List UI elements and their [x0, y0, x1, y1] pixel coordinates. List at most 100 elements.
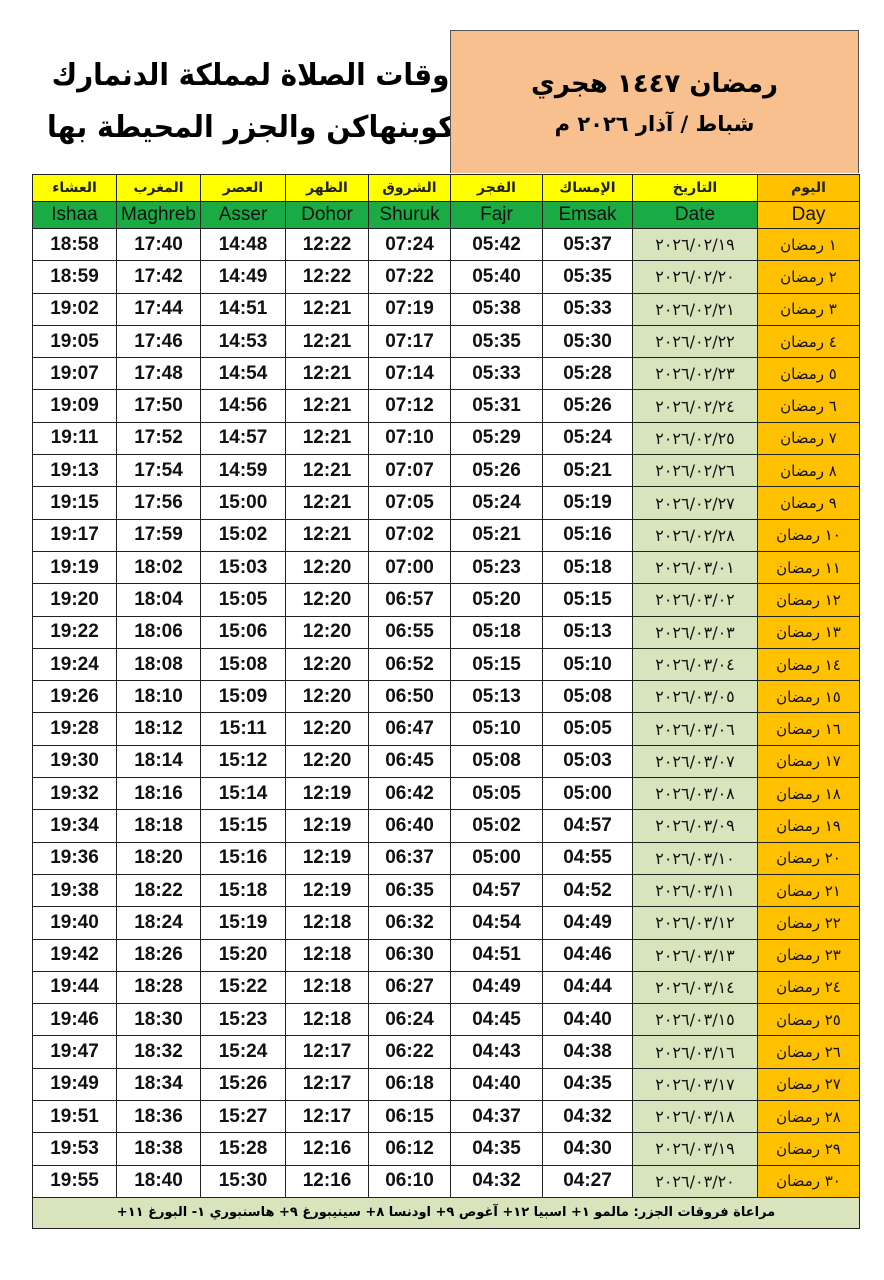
cell-shuruk: 06:52 [368, 647, 451, 682]
cell-emsak: 04:44 [542, 970, 633, 1005]
cell-day: ١٠ رمضان [757, 518, 860, 552]
cell-dohor: 12:19 [285, 841, 369, 875]
cell-day: ١٤ رمضان [757, 647, 860, 682]
cell-ishaa: 19:38 [32, 873, 117, 908]
column-header-maghreb-arabic: المغرب [116, 174, 201, 202]
cell-ishaa: 19:44 [32, 970, 117, 1005]
cell-fajr: 04:57 [450, 873, 543, 908]
cell-emsak: 05:10 [542, 647, 633, 682]
cell-asser: 14:49 [200, 260, 286, 294]
cell-fajr: 05:23 [450, 550, 543, 585]
cell-fajr: 05:35 [450, 324, 543, 359]
cell-date: ٢٠٢٦/٠٢/٢٨ [632, 518, 758, 552]
cell-day: ٥ رمضان [757, 357, 860, 391]
cell-asser: 15:03 [200, 550, 286, 585]
table-row: 19:20 18:04 15:05 12:20 06:57 05:20 05:15 ٢٠٢٦/… [32, 583, 860, 617]
cell-fajr: 05:20 [450, 583, 543, 617]
cell-emsak: 04:40 [542, 1003, 633, 1037]
column-header-dohor-arabic: الظهر [285, 174, 369, 202]
cell-ishaa: 19:22 [32, 615, 117, 649]
cell-day: ١٥ رمضان [757, 680, 860, 714]
cell-emsak: 04:46 [542, 938, 633, 972]
cell-dohor: 12:20 [285, 583, 369, 617]
cell-asser: 15:24 [200, 1035, 286, 1069]
cell-day: ٨ رمضان [757, 454, 860, 488]
table-row: 19:13 17:54 14:59 12:21 07:07 05:26 05:21 ٢٠٢٦/… [32, 454, 860, 488]
cell-maghreb: 18:20 [116, 841, 201, 875]
cell-date: ٢٠٢٦/٠٣/١٦ [632, 1035, 758, 1069]
cell-maghreb: 17:48 [116, 357, 201, 391]
cell-shuruk: 06:35 [368, 873, 451, 908]
table-row: 19:38 18:22 15:18 12:19 06:35 04:57 04:52 ٢٠٢٦/… [32, 873, 860, 908]
cell-shuruk: 06:27 [368, 970, 451, 1005]
cell-dohor: 12:17 [285, 1067, 369, 1102]
cell-ishaa: 19:28 [32, 712, 117, 746]
column-header-day-arabic: اليوم [757, 174, 860, 202]
cell-day: ١٢ رمضان [757, 583, 860, 617]
hijri-month-title: رمضان ١٤٤٧ هجري [531, 69, 779, 99]
cell-shuruk: 06:45 [368, 744, 451, 779]
cell-date: ٢٠٢٦/٠٣/٠١ [632, 550, 758, 585]
cell-ishaa: 19:49 [32, 1067, 117, 1102]
cell-ishaa: 19:15 [32, 486, 117, 520]
cell-maghreb: 17:50 [116, 389, 201, 423]
cell-shuruk: 06:40 [368, 809, 451, 843]
table-row: 19:44 18:28 15:22 12:18 06:27 04:49 04:44 ٢٠٢٦/… [32, 970, 860, 1005]
cell-date: ٢٠٢٦/٠٢/٢٢ [632, 324, 758, 359]
cell-asser: 15:19 [200, 906, 286, 940]
cell-asser: 15:12 [200, 744, 286, 779]
cell-date: ٢٠٢٦/٠٢/٢٣ [632, 357, 758, 391]
cell-ishaa: 19:51 [32, 1100, 117, 1134]
cell-fajr: 05:18 [450, 615, 543, 649]
cell-emsak: 04:49 [542, 906, 633, 940]
cell-date: ٢٠٢٦/٠٢/٢٧ [632, 486, 758, 520]
cell-shuruk: 07:24 [368, 227, 451, 262]
cell-emsak: 05:15 [542, 583, 633, 617]
cell-dohor: 12:22 [285, 227, 369, 262]
cell-day: ٧ رمضان [757, 421, 860, 456]
cell-emsak: 05:30 [542, 324, 633, 359]
cell-shuruk: 07:12 [368, 389, 451, 423]
cell-emsak: 05:05 [542, 712, 633, 746]
cell-emsak: 05:03 [542, 744, 633, 779]
cell-maghreb: 17:46 [116, 324, 201, 359]
cell-maghreb: 18:08 [116, 647, 201, 682]
cell-dohor: 12:17 [285, 1035, 369, 1069]
cell-emsak: 04:27 [542, 1164, 633, 1198]
cell-emsak: 04:35 [542, 1067, 633, 1102]
cell-maghreb: 18:26 [116, 938, 201, 972]
cell-emsak: 04:38 [542, 1035, 633, 1069]
cell-maghreb: 18:04 [116, 583, 201, 617]
cell-asser: 15:20 [200, 938, 286, 972]
cell-day: ٢٧ رمضان [757, 1067, 860, 1102]
cell-date: ٢٠٢٦/٠٢/٢٥ [632, 421, 758, 456]
cell-fajr: 04:37 [450, 1100, 543, 1134]
cell-date: ٢٠٢٦/٠٢/٢٤ [632, 389, 758, 423]
cell-asser: 14:57 [200, 421, 286, 456]
cell-day: ١٩ رمضان [757, 809, 860, 843]
cell-date: ٢٠٢٦/٠٣/٠٩ [632, 809, 758, 843]
table-row: 19:05 17:46 14:53 12:21 07:17 05:35 05:30 ٢٠٢٦/… [32, 324, 860, 359]
cell-date: ٢٠٢٦/٠٣/١٥ [632, 1003, 758, 1037]
cell-ishaa: 19:42 [32, 938, 117, 972]
cell-emsak: 05:16 [542, 518, 633, 552]
cell-maghreb: 18:14 [116, 744, 201, 779]
cell-date: ٢٠٢٦/٠٣/٢٠ [632, 1164, 758, 1198]
cell-ishaa: 19:13 [32, 454, 117, 488]
cell-day: ٦ رمضان [757, 389, 860, 423]
cell-dohor: 12:19 [285, 777, 369, 811]
table-row: 19:42 18:26 15:20 12:18 06:30 04:51 04:46 ٢٠٢٦/… [32, 938, 860, 972]
cell-dohor: 12:19 [285, 809, 369, 843]
cell-shuruk: 07:00 [368, 550, 451, 585]
cell-emsak: 05:33 [542, 292, 633, 326]
cell-fajr: 04:32 [450, 1164, 543, 1198]
cell-ishaa: 19:40 [32, 906, 117, 940]
cell-shuruk: 06:12 [368, 1132, 451, 1166]
cell-dohor: 12:20 [285, 647, 369, 682]
cell-maghreb: 18:24 [116, 906, 201, 940]
table-row: 19:53 18:38 15:28 12:16 06:12 04:35 04:30 ٢٠٢٦/… [32, 1132, 860, 1166]
cell-shuruk: 06:42 [368, 777, 451, 811]
cell-fajr: 04:54 [450, 906, 543, 940]
cell-fajr: 05:26 [450, 454, 543, 488]
cell-maghreb: 18:12 [116, 712, 201, 746]
